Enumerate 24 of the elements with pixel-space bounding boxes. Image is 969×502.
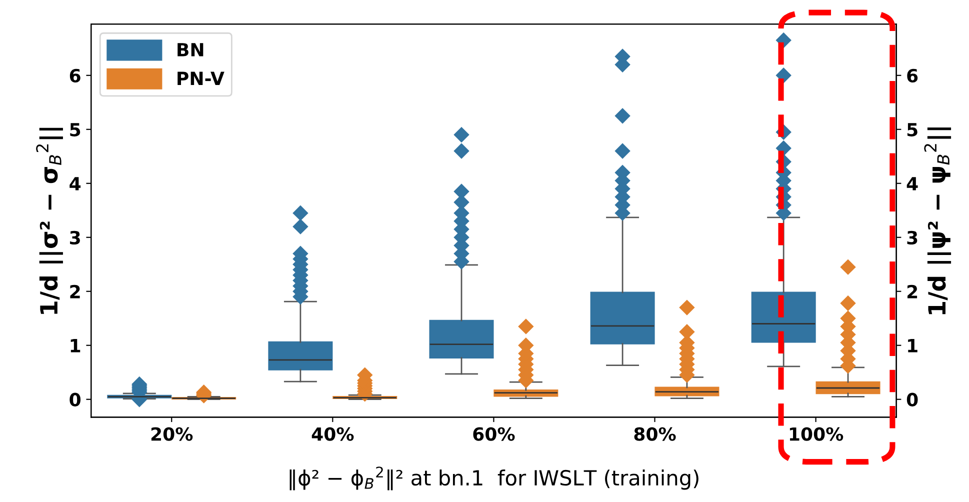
y-tick-label: 3 (70, 230, 80, 244)
y2-tick-label: 4 (906, 177, 918, 190)
x-tick-label: 20% (151, 427, 193, 441)
x-tick-label: 100% (790, 427, 844, 441)
x-tick-label: 80% (634, 427, 676, 441)
y-tick-label: 4 (70, 177, 81, 190)
y2-tick-label: 0 (906, 392, 918, 406)
x-axis-title: ‖ϕ² − ϕ$_{B}$$^{2}$‖² at bn.1 for IWSLT (training) (290, 466, 698, 490)
y2-tick-label: 3 (907, 230, 918, 244)
legend-label: PN-V (178, 72, 224, 85)
y-tick-label: 1 (70, 339, 80, 352)
y-tick-label: 6 (70, 68, 80, 83)
x-tick-label: 60% (473, 427, 515, 441)
y2-axis-title: 1/d ||ψ² − ψ$_{B}$$^{2}$|| (924, 128, 952, 314)
y-tick-label: 0 (70, 392, 80, 406)
y-tick-label: 2 (70, 284, 80, 298)
y2-tick-label: 1 (908, 339, 918, 352)
legend-label: BN (178, 43, 204, 56)
y2-tick-label: 2 (907, 284, 918, 298)
y-axis-title: 1/d ||σ² − σ$_{B}$$^{2}$|| (36, 128, 63, 314)
y-tick-label: 5 (70, 123, 80, 136)
y2-tick-label: 6 (907, 68, 918, 83)
x-tick-label: 40% (312, 427, 354, 441)
y2-tick-label: 5 (907, 123, 918, 136)
